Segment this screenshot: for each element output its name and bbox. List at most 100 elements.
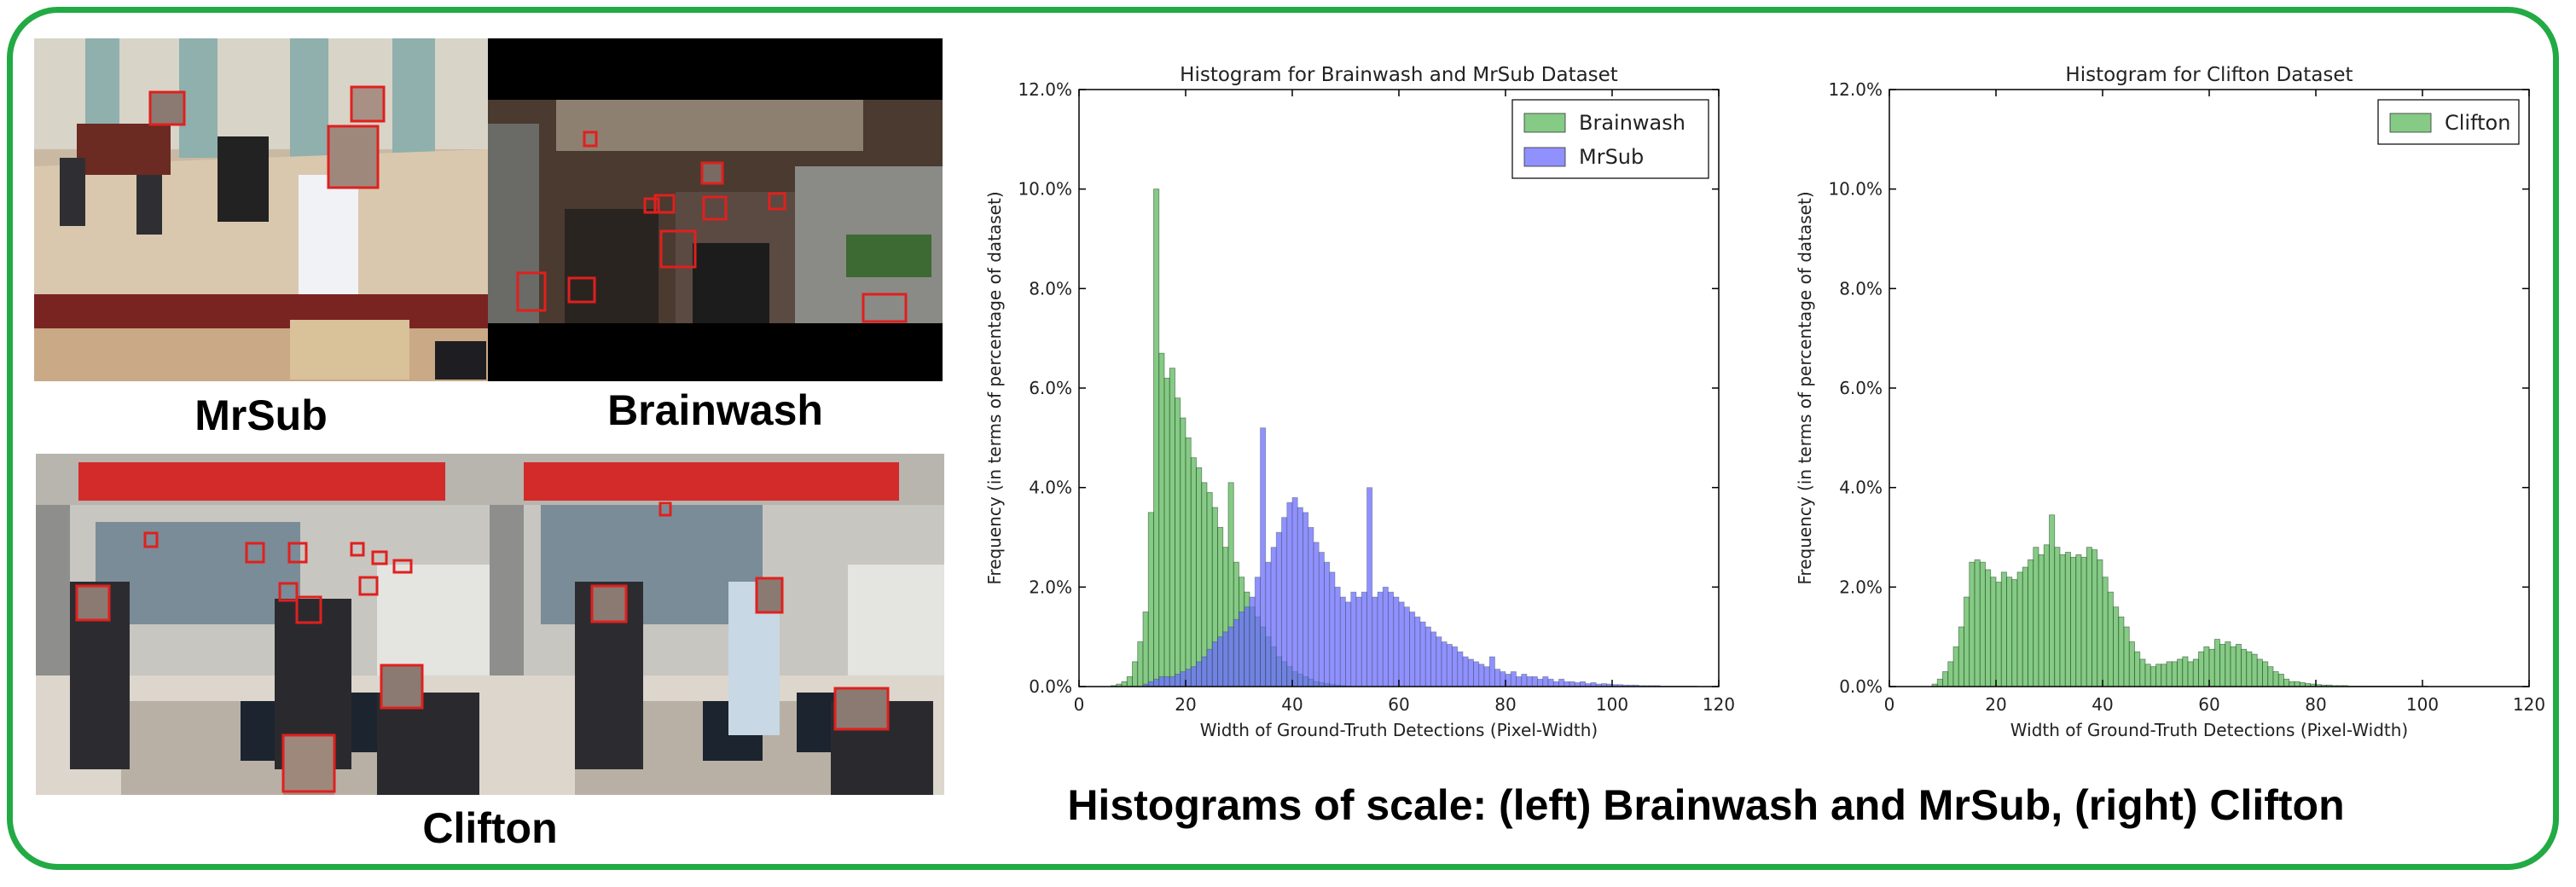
- chart0-bar: [1494, 669, 1501, 687]
- chart1-bar: [2064, 552, 2071, 687]
- chart0-bar: [1233, 618, 1239, 687]
- chart0-bar: [1558, 678, 1565, 687]
- chart1-bar: [2187, 661, 2194, 687]
- chart1-legend: Clifton: [2377, 99, 2520, 145]
- chart1-bar: [1942, 671, 1949, 687]
- chart1-xtick-label: 20: [1985, 694, 2006, 715]
- chart0-bar: [1206, 648, 1213, 687]
- chart0-legend-label: MrSub: [1579, 145, 1644, 169]
- chart1-bar: [2016, 571, 2023, 687]
- chart1-bar: [2198, 651, 2205, 687]
- chart0-bar: [1505, 674, 1511, 687]
- chart0-bar: [1281, 517, 1288, 687]
- chart0-bar: [1542, 675, 1549, 687]
- chart0-bar: [1163, 675, 1170, 687]
- chart0-bar: [1350, 591, 1357, 687]
- chart1-bar: [2182, 656, 2189, 687]
- chart0-bar: [1580, 681, 1587, 687]
- chart0-bar: [1467, 658, 1474, 687]
- chart0-bar: [1132, 661, 1139, 687]
- chart0-bar: [1180, 671, 1186, 687]
- chart0-bar: [1424, 626, 1431, 687]
- chart0-legend-swatch: [1523, 113, 1566, 133]
- chart0-bar: [1361, 591, 1367, 687]
- chart1-bar: [1969, 561, 1976, 687]
- chart0-xtick-label: 40: [1281, 694, 1303, 715]
- chart1-bar: [1974, 559, 1981, 687]
- chart1-xtick-label: 40: [2092, 694, 2113, 715]
- chart0-ytick-label: 4.0%: [1029, 478, 1072, 498]
- chart1-bar: [1964, 596, 1970, 687]
- chart0-bar: [1430, 631, 1437, 687]
- chart1-bar: [1936, 678, 1943, 687]
- chart0-bar: [1552, 681, 1559, 687]
- chart1-series-clifton-bars: [1931, 514, 2428, 687]
- chart1-ytick-label: 0.0%: [1839, 676, 1883, 697]
- chart1-ytick-label: 10.0%: [1828, 179, 1883, 200]
- chart1-bar: [1995, 582, 2002, 687]
- chart0-bar: [1526, 675, 1533, 687]
- chart0-bar: [1260, 427, 1267, 687]
- chart1-bar: [2192, 658, 2199, 687]
- chart1-legend-label: Clifton: [2445, 111, 2510, 135]
- chart1-bar: [2246, 651, 2253, 687]
- chart1-bar: [2283, 678, 2290, 687]
- chart0-bar: [1393, 596, 1400, 687]
- chart1-bar: [2080, 556, 2087, 687]
- chart0-xtick-label: 80: [1494, 694, 1516, 715]
- chart1-bar: [2000, 571, 2007, 687]
- chart0-bar: [1569, 681, 1575, 687]
- chart0-bar: [1531, 675, 1538, 687]
- chart0-bar: [1521, 674, 1528, 687]
- chart0-bar: [1163, 377, 1170, 687]
- chart0-bar: [1382, 586, 1389, 687]
- chart1-bar: [2043, 544, 2050, 687]
- chart0-legend-swatch: [1523, 147, 1566, 167]
- chart0-xtick-label: 60: [1388, 694, 1409, 715]
- chart0-bar: [1398, 601, 1405, 687]
- chart0-bar: [1564, 681, 1570, 687]
- chart0-bar: [1329, 571, 1336, 687]
- chart1-bar: [2049, 514, 2056, 687]
- chart0-bar: [1308, 526, 1314, 687]
- chart0-bar: [1239, 612, 1245, 687]
- chart0-bar: [1457, 651, 1464, 687]
- chart1-bar: [2241, 648, 2248, 687]
- chart0-bar: [1441, 641, 1448, 687]
- chart0-bar: [1339, 596, 1346, 687]
- chart0-bar: [1537, 678, 1544, 687]
- chart0-bar: [1414, 616, 1421, 687]
- chart1-bar: [2251, 653, 2258, 687]
- chart0-xtick-label: 100: [1596, 694, 1628, 715]
- chart0-bar: [1318, 552, 1325, 687]
- chart0-bar: [1270, 547, 1277, 687]
- chart0-bar: [1473, 661, 1480, 687]
- chart1-bar: [2011, 579, 2018, 687]
- chart1-ytick-label: 2.0%: [1839, 577, 1883, 597]
- chart0-bar: [1249, 596, 1256, 687]
- chart1-bar: [2230, 646, 2237, 687]
- histogram-clifton-svg: 0 20 40 60 80 100 120 0.0% 2.0% 4.0% 6.0% 8.0% 10.0%…: [1795, 64, 2545, 740]
- chart0-title: Histogram for Brainwash and MrSub Datase…: [1180, 64, 1618, 86]
- chart0-bar: [1286, 501, 1293, 687]
- chart1-bar: [2107, 591, 2114, 687]
- chart1-bar: [1952, 646, 1959, 687]
- chart0-bar: [1222, 631, 1229, 687]
- chart0-bar: [1334, 586, 1341, 687]
- chart0-bar: [1190, 666, 1197, 687]
- chart1-bar: [2272, 671, 2279, 687]
- chart1-bar: [2070, 556, 2077, 687]
- chart1-bar: [2113, 606, 2120, 687]
- chart0-bar: [1462, 656, 1469, 687]
- chart0-bar: [1211, 641, 1218, 687]
- clifton-photo-right: [490, 454, 944, 795]
- mrsub-label: MrSub: [194, 391, 328, 439]
- chart0-bar: [1147, 512, 1154, 687]
- chart0-bar: [1201, 656, 1208, 687]
- chart1-bar: [2171, 661, 2178, 687]
- chart1-bar: [1958, 626, 1964, 687]
- chart0-bar: [1446, 644, 1453, 687]
- chart0-bar: [1153, 678, 1160, 687]
- chart0-xtick-label: 20: [1175, 694, 1196, 715]
- histogram-brainwash-mrsub-svg: 0 20 40 60 80 100 120 0.0% 2.0% 4.0% 6.0% 8.0% 10.0%…: [984, 64, 1735, 740]
